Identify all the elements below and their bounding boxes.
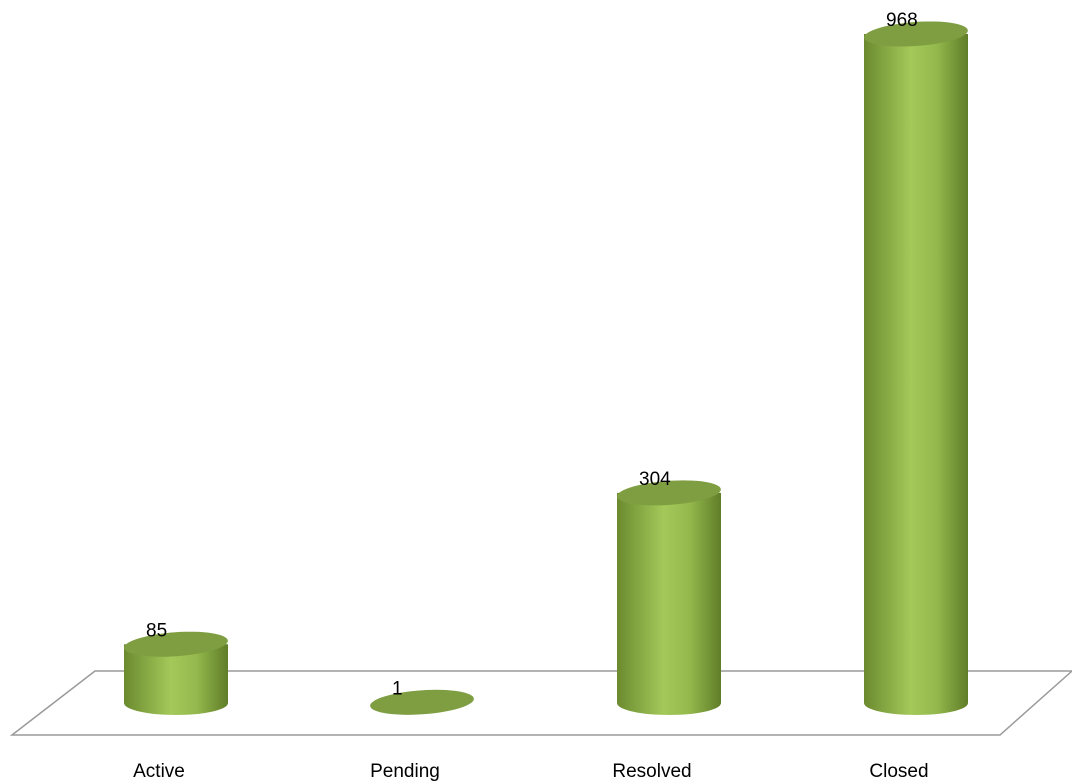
labels-layer: 85 Active 1 Pending 304 Resolved 968 Closed	[133, 10, 928, 782]
bar-body-closed	[864, 34, 968, 715]
bar-pending	[370, 689, 474, 715]
bar-top-active	[124, 631, 228, 657]
bar-body-active	[124, 644, 228, 715]
bar-top-closed	[864, 21, 968, 47]
bar-closed	[864, 21, 968, 715]
data-label-closed: 968	[886, 10, 918, 31]
bar-top-resolved	[617, 480, 721, 506]
bar-active	[124, 631, 228, 715]
data-label-resolved: 304	[639, 469, 671, 490]
chart-floor	[9, 670, 1072, 736]
bar-top-pending	[370, 689, 474, 715]
bars-layer	[124, 21, 968, 715]
category-label-closed: Closed	[869, 761, 928, 782]
category-label-pending: Pending	[370, 761, 440, 782]
category-label-resolved: Resolved	[612, 761, 691, 782]
bar-body-resolved	[617, 492, 721, 715]
category-label-active: Active	[133, 761, 185, 782]
data-label-active: 85	[146, 620, 167, 641]
data-label-pending: 1	[392, 678, 403, 699]
bar-resolved	[617, 480, 721, 715]
